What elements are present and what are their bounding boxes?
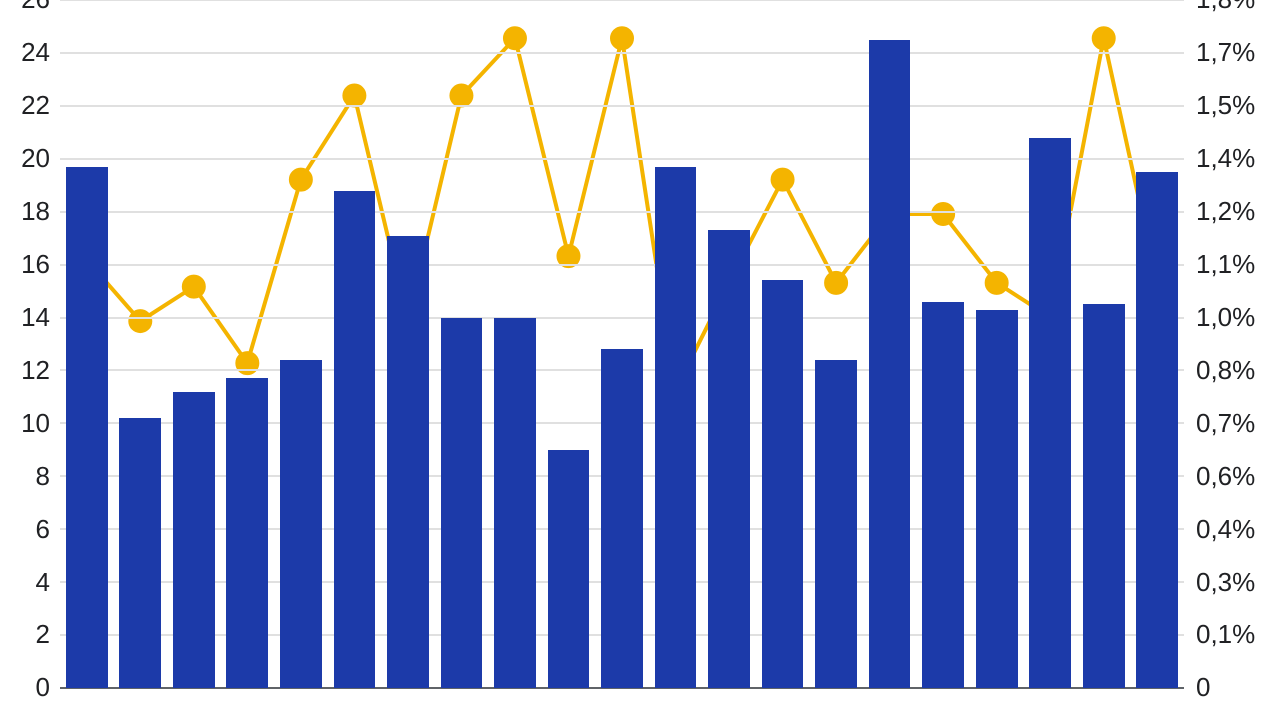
trend-marker <box>130 311 150 331</box>
bar <box>441 318 483 688</box>
left-axis-tick-label: 6 <box>36 514 50 545</box>
right-axis-tick-label: 0,8% <box>1196 355 1255 386</box>
gridline <box>60 105 1184 107</box>
bar <box>869 40 911 688</box>
bar <box>762 280 804 688</box>
left-axis-tick-label: 0 <box>36 672 50 701</box>
right-axis-tick-label: 1,2% <box>1196 196 1255 227</box>
right-axis-tick-label: 0,4% <box>1196 514 1255 545</box>
trend-marker <box>933 204 953 224</box>
bar <box>334 191 376 688</box>
gridline <box>60 0 1184 1</box>
left-axis-tick-label: 14 <box>21 302 50 333</box>
trend-marker <box>1094 28 1114 48</box>
left-axis-tick-label: 12 <box>21 355 50 386</box>
trend-marker <box>505 28 525 48</box>
bar <box>173 392 215 688</box>
trend-marker <box>987 273 1007 293</box>
gridline <box>60 264 1184 266</box>
right-axis-tick-label: 1,1% <box>1196 249 1255 280</box>
right-axis-tick-label: 0,6% <box>1196 461 1255 492</box>
bar <box>708 230 750 688</box>
left-axis-tick-label: 22 <box>21 90 50 121</box>
bar <box>1136 172 1178 688</box>
right-axis-tick-label: 1,7% <box>1196 37 1255 68</box>
left-axis-tick-label: 20 <box>21 143 50 174</box>
bar <box>922 302 964 688</box>
trend-marker <box>291 170 311 190</box>
bar <box>601 349 643 688</box>
right-axis-tick-label: 0 <box>1196 672 1210 701</box>
trend-marker <box>344 86 364 106</box>
gridline <box>60 52 1184 54</box>
right-axis-tick-label: 1,4% <box>1196 143 1255 174</box>
left-axis-tick-label: 24 <box>21 37 50 68</box>
left-axis-tick-label: 4 <box>36 567 50 598</box>
right-axis-tick-label: 1,0% <box>1196 302 1255 333</box>
bar <box>387 236 429 688</box>
trend-marker <box>773 170 793 190</box>
trend-marker <box>826 273 846 293</box>
right-axis-tick-label: 0,1% <box>1196 619 1255 650</box>
left-axis-tick-label: 26 <box>21 0 50 15</box>
bar <box>548 450 590 688</box>
bar <box>280 360 322 688</box>
gridline <box>60 211 1184 213</box>
trend-marker <box>612 28 632 48</box>
right-axis-tick-label: 0,3% <box>1196 567 1255 598</box>
right-axis-tick-label: 1,5% <box>1196 90 1255 121</box>
trend-marker <box>184 277 204 297</box>
left-axis-tick-label: 10 <box>21 408 50 439</box>
right-axis-tick-label: 0,7% <box>1196 408 1255 439</box>
gridline <box>60 158 1184 160</box>
right-axis-tick-label: 1,8% <box>1196 0 1255 15</box>
bar <box>976 310 1018 688</box>
trend-marker <box>451 86 471 106</box>
bar <box>815 360 857 688</box>
bar <box>66 167 108 688</box>
bar <box>226 378 268 688</box>
left-axis-tick-label: 2 <box>36 619 50 650</box>
left-axis-tick-label: 18 <box>21 196 50 227</box>
left-axis-tick-label: 16 <box>21 249 50 280</box>
bar <box>1083 304 1125 688</box>
bar <box>655 167 697 688</box>
bar <box>1029 138 1071 688</box>
combo-chart: 0246810121416182022242600,1%0,3%0,4%0,6%… <box>0 0 1280 701</box>
left-axis-tick-label: 8 <box>36 461 50 492</box>
bar <box>119 418 161 688</box>
bar <box>494 318 536 688</box>
